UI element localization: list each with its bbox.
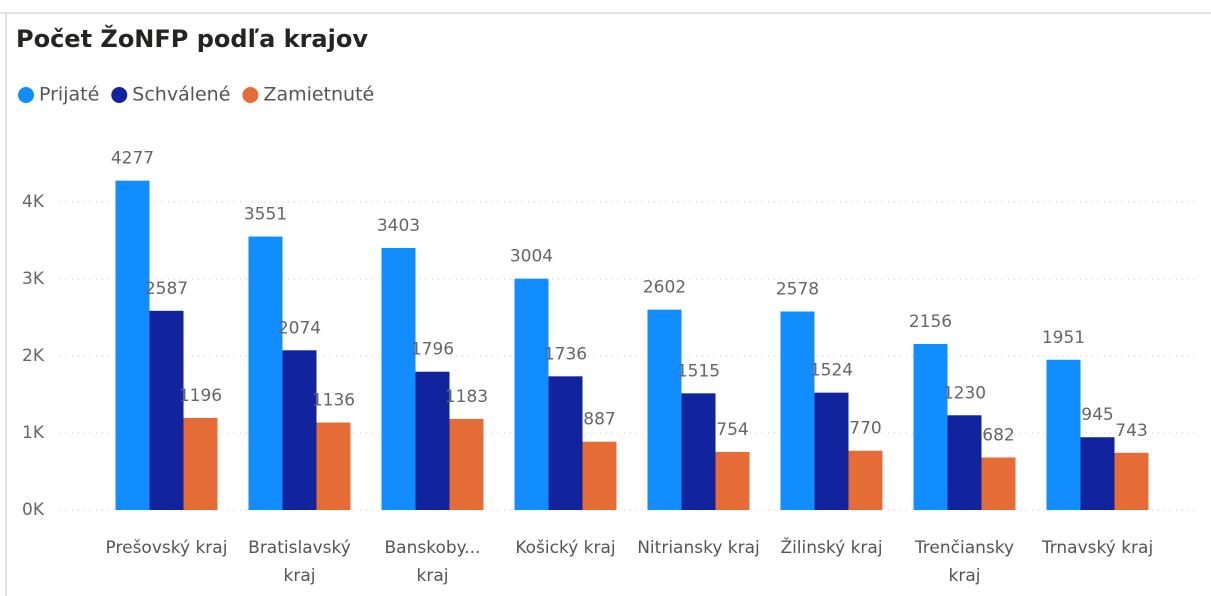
bar xyxy=(248,236,283,510)
data-label: 1951 xyxy=(1042,328,1085,348)
chart-title: Počet ŽoNFP podľa krajov xyxy=(16,24,368,53)
y-tick-label: 1K xyxy=(22,423,45,443)
bar xyxy=(647,309,682,510)
bar xyxy=(149,310,184,510)
bar xyxy=(814,392,849,510)
bar xyxy=(115,180,150,510)
data-label: 1515 xyxy=(677,361,720,381)
legend-label: Zamietnuté xyxy=(263,84,374,106)
data-label: 1230 xyxy=(943,383,986,403)
x-tick-label: Košický kraj xyxy=(515,538,616,558)
data-label: 682 xyxy=(982,425,1014,445)
data-label: 2602 xyxy=(643,278,686,298)
x-tick-label: Trnavský kraj xyxy=(1041,538,1154,558)
bar xyxy=(381,247,416,510)
bar xyxy=(415,371,450,510)
bar xyxy=(582,441,617,510)
bar xyxy=(282,350,317,510)
y-tick-label: 4K xyxy=(22,192,45,212)
legend-marker xyxy=(242,87,259,103)
bar xyxy=(316,422,351,510)
y-tick-label: 0K xyxy=(22,500,45,520)
data-label: 2074 xyxy=(278,318,321,338)
data-label: 3004 xyxy=(510,247,553,267)
data-label: 1183 xyxy=(445,387,488,407)
bar xyxy=(514,278,549,510)
x-tick-label: Trenčiansky kraj xyxy=(914,538,1015,586)
x-tick-label: Žilinský kraj xyxy=(780,538,883,558)
data-label: 3403 xyxy=(377,216,420,236)
bar xyxy=(947,415,982,510)
data-label: 945 xyxy=(1081,405,1113,425)
data-label: 4277 xyxy=(111,149,154,169)
x-tick-label: Nitriansky kraj xyxy=(637,538,760,558)
data-label: 2156 xyxy=(909,312,952,332)
data-label: 887 xyxy=(583,410,615,430)
bar xyxy=(780,311,815,510)
data-label: 754 xyxy=(716,420,748,440)
bar xyxy=(1046,359,1081,510)
legend-label: Schválené xyxy=(132,84,230,106)
bar xyxy=(449,418,484,510)
data-label: 1196 xyxy=(179,386,222,406)
legend-label: Prijaté xyxy=(39,84,99,106)
data-label: 2587 xyxy=(145,279,188,299)
data-label: 1136 xyxy=(312,391,355,411)
bar xyxy=(1080,437,1115,510)
y-tick-label: 3K xyxy=(22,269,45,289)
data-label: 1524 xyxy=(810,361,853,381)
x-tick-label: Prešovský kraj xyxy=(105,538,228,558)
bar xyxy=(681,393,716,510)
data-label: 1796 xyxy=(411,340,454,360)
y-tick-label: 2K xyxy=(22,346,45,366)
bar xyxy=(1114,452,1149,510)
data-label: 743 xyxy=(1115,421,1147,441)
legend-marker xyxy=(18,87,34,103)
bar xyxy=(848,450,883,510)
data-label: 2578 xyxy=(776,279,819,299)
bar xyxy=(913,343,948,510)
x-tick-label: Bratislavský kraj xyxy=(248,538,351,586)
data-label: 770 xyxy=(849,419,881,439)
data-label: 1736 xyxy=(544,344,587,364)
bar xyxy=(183,417,218,510)
bar xyxy=(548,376,583,510)
bar xyxy=(715,451,750,510)
x-tick-label: Banskoby... kraj xyxy=(384,538,481,586)
bar xyxy=(981,457,1016,510)
legend-marker xyxy=(111,87,128,103)
data-label: 3551 xyxy=(244,205,287,225)
